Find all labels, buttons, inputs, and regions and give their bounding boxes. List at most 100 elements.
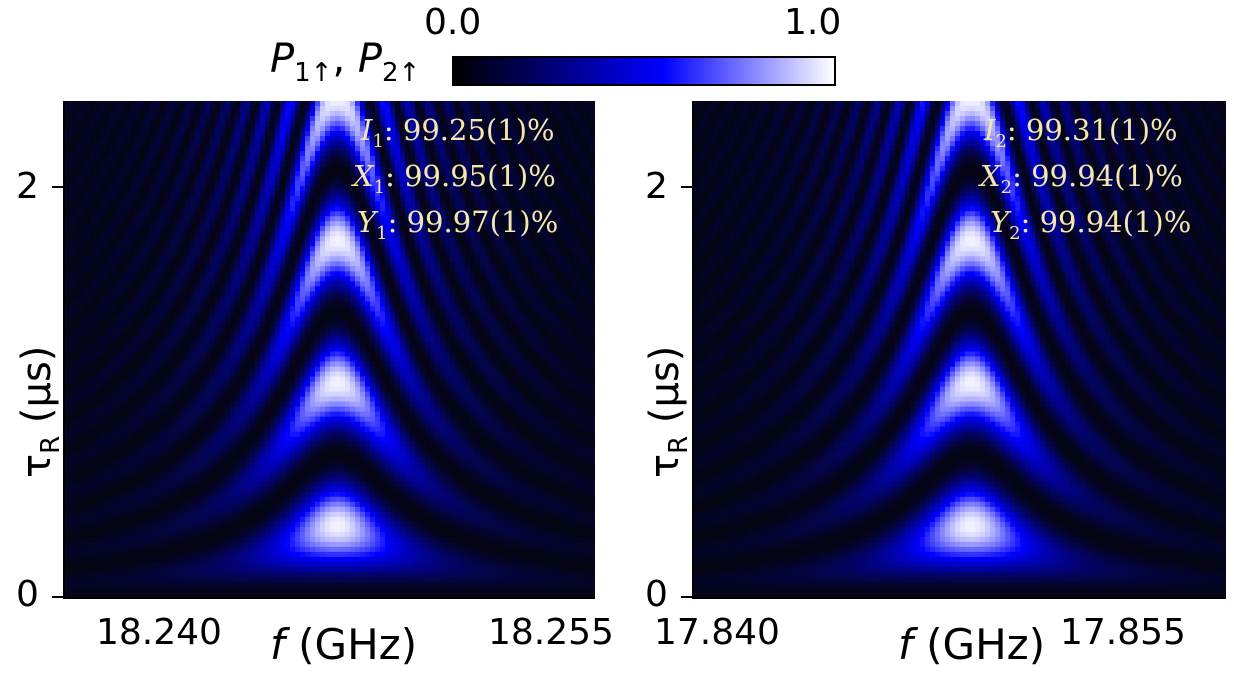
heatmap-1-cell <box>295 151 301 157</box>
heatmap-1-cell <box>235 156 241 162</box>
heatmap-1-cell <box>225 576 231 583</box>
heatmap-1-cell <box>230 371 236 378</box>
heatmap-1-cell <box>280 396 286 403</box>
heatmap-1-cell <box>195 541 201 548</box>
heatmap-1-cell <box>300 371 306 378</box>
heatmap-1-cell <box>160 131 166 137</box>
heatmap-1-cell <box>115 381 121 388</box>
heatmap-1-cell <box>130 186 136 192</box>
heatmap-1-cell <box>70 271 76 277</box>
heatmap-1-cell <box>125 306 131 313</box>
heatmap-1-cell <box>110 471 116 478</box>
heatmap-1-cell <box>210 406 216 413</box>
heatmap-1-cell <box>245 351 251 358</box>
heatmap-1-cell <box>70 566 76 573</box>
heatmap-1-cell <box>305 556 311 563</box>
heatmap-1-cell <box>95 271 101 277</box>
heatmap-1-cell <box>205 526 211 533</box>
heatmap-1-cell <box>140 476 146 483</box>
heatmap-1-cell <box>85 441 91 448</box>
heatmap-1-cell <box>170 326 176 333</box>
heatmap-1-cell <box>125 516 131 523</box>
heatmap-1-cell <box>120 591 126 597</box>
heatmap-1-cell <box>145 521 151 528</box>
heatmap-1-cell <box>230 186 236 192</box>
heatmap-1-cell <box>230 401 236 408</box>
heatmap-1-cell <box>140 421 146 428</box>
heatmap-1-cell <box>140 376 146 383</box>
heatmap-1-cell <box>185 176 191 182</box>
heatmap-1-cell <box>200 481 206 488</box>
heatmap-1-cell <box>255 286 261 292</box>
heatmap-1-cell <box>215 436 221 443</box>
heatmap-1-cell <box>300 186 306 192</box>
heatmap-1-cell <box>90 276 96 282</box>
heatmap-1-cell <box>305 541 311 548</box>
colorbar-min-label: 0.0 <box>424 2 481 43</box>
heatmap-1-cell <box>295 236 301 242</box>
heatmap-1-cell <box>135 276 141 282</box>
heatmap-1-cell <box>240 471 246 478</box>
heatmap-1-cell <box>315 176 321 182</box>
heatmap-1-cell <box>100 516 106 523</box>
heatmap-1-cell <box>130 171 136 177</box>
heatmap-1-cell <box>75 506 81 513</box>
heatmap-1-cell <box>85 481 91 488</box>
heatmap-1-cell <box>305 221 311 227</box>
heatmap-1-cell <box>120 191 126 197</box>
heatmap-1-cell <box>105 471 111 478</box>
heatmap-1-cell <box>110 431 116 438</box>
heatmap-1-cell <box>205 486 211 493</box>
heatmap-1-cell <box>270 266 276 272</box>
heatmap-1-cell <box>195 511 201 518</box>
heatmap-1-cell <box>225 546 231 553</box>
heatmap-1-cell <box>155 291 161 297</box>
heatmap-1-cell <box>155 286 161 292</box>
heatmap-1-cell <box>300 461 306 468</box>
heatmap-1-cell <box>315 231 321 237</box>
heatmap-1-cell <box>310 491 316 498</box>
heatmap-1-cell <box>90 551 96 558</box>
heatmap-1-cell <box>235 471 241 478</box>
heatmap-1-cell <box>205 311 211 318</box>
heatmap-1-cell <box>265 151 271 157</box>
heatmap-1-cell <box>165 351 171 358</box>
heatmap-1-cell <box>215 156 221 162</box>
heatmap-1-cell <box>315 181 321 187</box>
heatmap-1-cell <box>295 436 301 443</box>
heatmap-1-cell <box>210 111 216 117</box>
heatmap-1-cell <box>305 116 311 122</box>
heatmap-1-cell <box>175 451 181 458</box>
heatmap-1-cell <box>295 221 301 227</box>
heatmap-1-cell <box>205 561 211 568</box>
heatmap-1-cell <box>215 431 221 438</box>
heatmap-1-cell <box>285 486 291 493</box>
heatmap-1-cell <box>105 556 111 563</box>
heatmap-1-cell <box>140 216 146 222</box>
heatmap-1-cell <box>245 221 251 227</box>
heatmap-1-cell <box>260 186 266 192</box>
heatmap-1-cell <box>220 101 226 107</box>
heatmap-1-cell <box>175 306 181 313</box>
heatmap-1-cell <box>215 226 221 232</box>
heatmap-1-cell <box>65 466 71 473</box>
heatmap-1-cell <box>85 406 91 413</box>
heatmap-1-cell <box>235 391 241 398</box>
heatmap-1-cell <box>75 486 81 493</box>
heatmap-1-cell <box>225 411 231 418</box>
heatmap-1-cell <box>200 316 206 323</box>
heatmap-1-cell <box>135 111 141 117</box>
heatmap-1-cell <box>145 206 151 212</box>
heatmap-1-cell <box>225 476 231 483</box>
heatmap-1-cell <box>305 426 311 433</box>
heatmap-1-cell <box>105 106 111 112</box>
heatmap-1-cell <box>140 241 146 247</box>
heatmap-1-cell <box>110 461 116 468</box>
heatmap-1-cell <box>135 446 141 453</box>
heatmap-1-cell <box>225 111 231 117</box>
heatmap-1-cell <box>280 256 286 262</box>
heatmap-1-cell <box>290 341 296 348</box>
heatmap-1-cell <box>160 156 166 162</box>
heatmap-1-cell <box>215 206 221 212</box>
heatmap-1-cell <box>290 401 296 408</box>
